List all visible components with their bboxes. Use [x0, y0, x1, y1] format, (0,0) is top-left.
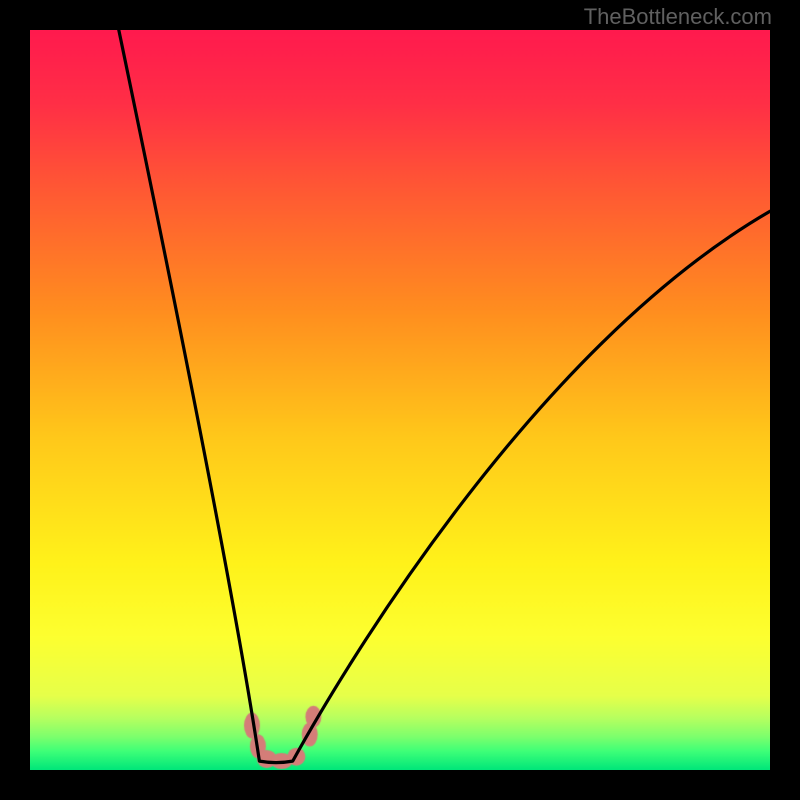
bottleneck-curve: [30, 30, 770, 770]
watermark-text: TheBottleneck.com: [584, 4, 772, 30]
plot-area: [30, 30, 770, 770]
